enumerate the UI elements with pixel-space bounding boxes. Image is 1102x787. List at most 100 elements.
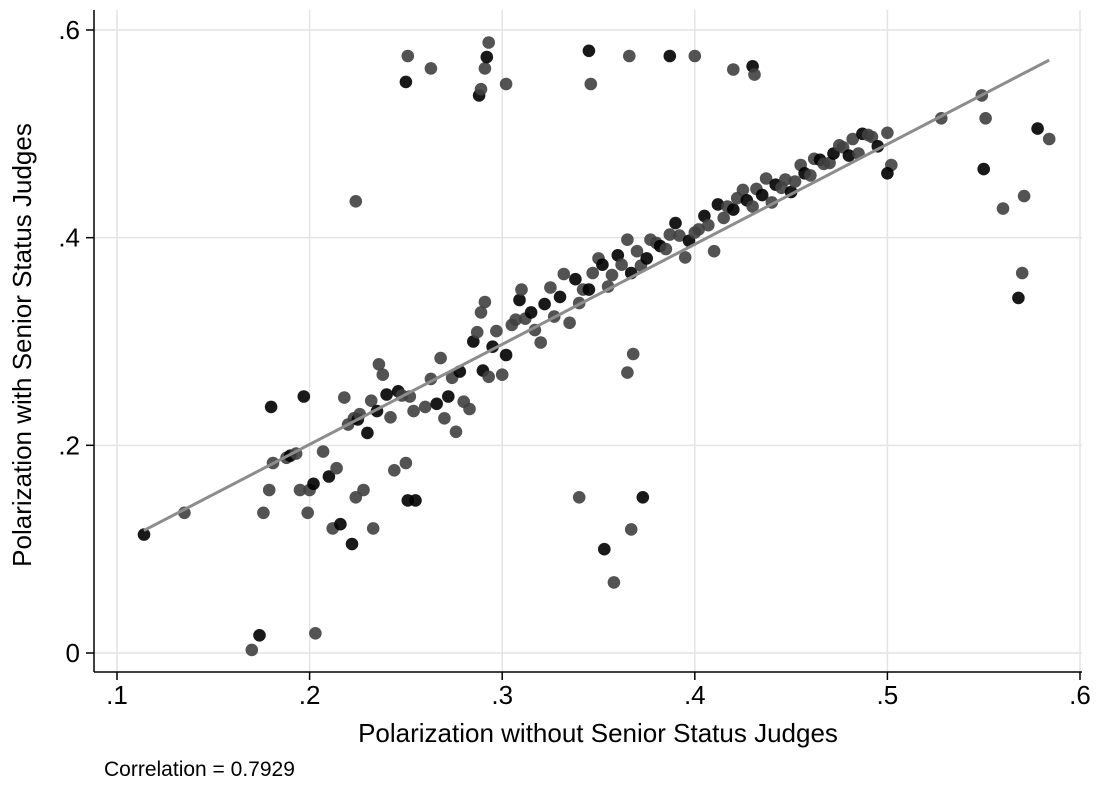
data-point (788, 175, 802, 188)
data-point (586, 266, 599, 280)
data-point (621, 366, 634, 379)
data-point (979, 112, 992, 125)
data-point (380, 388, 393, 401)
data-point (755, 188, 769, 202)
data-point (499, 348, 513, 362)
data-point (478, 62, 492, 75)
data-point (748, 68, 761, 81)
data-point (659, 242, 673, 256)
data-point (490, 324, 503, 338)
data-point (372, 358, 386, 371)
data-point (438, 412, 451, 425)
data-point (401, 49, 415, 63)
data-point (663, 49, 677, 63)
data-point (534, 336, 547, 349)
data-point (399, 456, 413, 470)
data-point (640, 252, 653, 265)
data-point (553, 290, 567, 304)
data-point (301, 506, 315, 520)
data-point (307, 477, 320, 491)
x-tick-label: .6 (1069, 680, 1091, 710)
data-point (636, 491, 650, 504)
data-point (330, 461, 343, 475)
y-tick-label: .4 (58, 223, 80, 253)
data-point (349, 195, 363, 208)
data-point (1017, 189, 1031, 203)
data-point (316, 445, 330, 458)
data-point (572, 491, 586, 504)
data-point (495, 368, 509, 382)
data-point (309, 627, 322, 640)
data-point (544, 281, 557, 294)
x-tick-label: .2 (299, 680, 321, 710)
data-point (482, 36, 496, 49)
data-point (582, 283, 596, 296)
data-point (470, 325, 484, 339)
data-point (569, 272, 582, 286)
data-point (399, 75, 413, 89)
data-point (253, 629, 266, 642)
data-point (262, 483, 276, 497)
data-point (430, 397, 444, 411)
data-point (338, 391, 351, 404)
data-point (293, 483, 307, 497)
data-point (582, 44, 596, 58)
data-point (297, 390, 311, 403)
data-point (409, 494, 422, 507)
data-point (727, 203, 740, 216)
data-point (474, 306, 488, 319)
data-point (515, 283, 528, 296)
data-point (759, 172, 773, 185)
data-point (524, 306, 538, 319)
data-point (736, 183, 750, 197)
data-point (1015, 266, 1029, 280)
data-point (434, 351, 447, 365)
data-point (388, 464, 401, 477)
data-point (842, 149, 856, 162)
data-point (449, 425, 463, 439)
x-tick-label: .4 (684, 680, 706, 710)
data-point (865, 130, 879, 144)
data-point (480, 50, 494, 64)
data-point (1012, 291, 1025, 305)
data-point (334, 517, 347, 531)
y-tick-label: 0 (66, 638, 80, 668)
data-point (702, 218, 715, 232)
x-tick-label: .3 (491, 680, 513, 710)
data-point (442, 390, 455, 403)
data-point (357, 483, 370, 497)
data-point (746, 200, 759, 213)
data-point (881, 167, 894, 180)
y-tick-label: .6 (58, 15, 80, 45)
data-point (678, 251, 692, 264)
data-point (364, 394, 378, 408)
data-point (688, 49, 702, 63)
data-point (624, 523, 638, 536)
data-point (598, 542, 611, 556)
data-point (513, 293, 526, 307)
data-point (418, 400, 432, 414)
data-point (361, 426, 374, 440)
x-tick-label: .5 (877, 680, 899, 710)
grid-lines (94, 10, 1082, 672)
data-point (474, 82, 488, 96)
data-point (663, 228, 677, 241)
data-point (779, 173, 792, 186)
data-point (499, 77, 513, 91)
data-point (1042, 132, 1056, 146)
correlation-note: Correlation = 0.7929 (104, 758, 295, 781)
data-point (804, 169, 817, 182)
data-point (245, 643, 259, 657)
data-point (727, 63, 740, 76)
data-point (846, 132, 859, 146)
data-point (717, 211, 730, 225)
data-point (384, 411, 397, 424)
data-point (322, 470, 336, 483)
data-point (977, 162, 990, 176)
data-point (366, 522, 380, 535)
data-point (669, 216, 682, 230)
data-point (557, 267, 571, 281)
data-point (1031, 122, 1044, 135)
data-point (630, 244, 644, 258)
